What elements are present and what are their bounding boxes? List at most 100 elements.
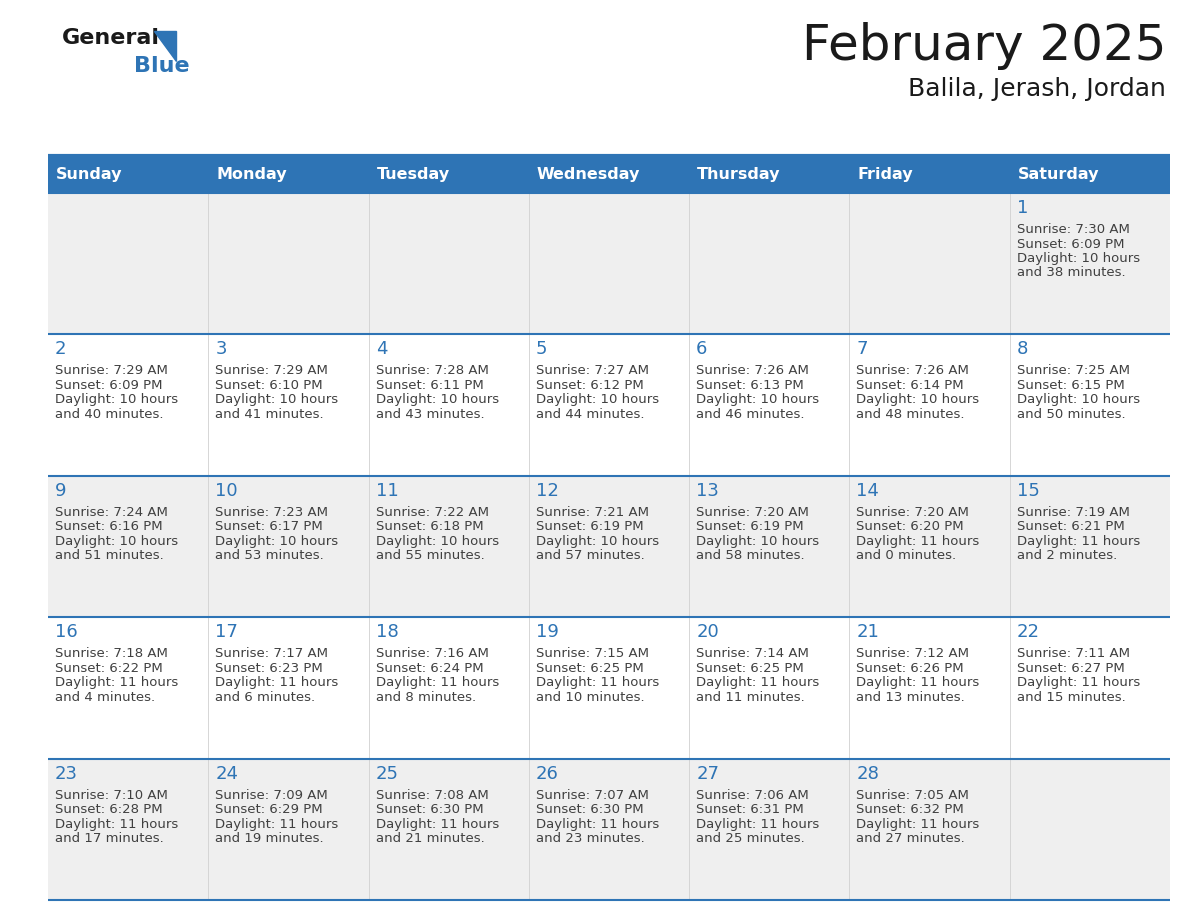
Text: and 4 minutes.: and 4 minutes.	[55, 690, 156, 704]
Text: Sunrise: 7:19 AM: Sunrise: 7:19 AM	[1017, 506, 1130, 519]
Text: February 2025: February 2025	[802, 22, 1165, 70]
Text: and 23 minutes.: and 23 minutes.	[536, 832, 645, 845]
Text: Sunset: 6:30 PM: Sunset: 6:30 PM	[536, 803, 644, 816]
Text: Sunrise: 7:18 AM: Sunrise: 7:18 AM	[55, 647, 168, 660]
Text: Sunrise: 7:21 AM: Sunrise: 7:21 AM	[536, 506, 649, 519]
Text: 19: 19	[536, 623, 558, 641]
Text: Daylight: 10 hours: Daylight: 10 hours	[55, 535, 178, 548]
Text: Saturday: Saturday	[1018, 166, 1099, 182]
Text: Daylight: 11 hours: Daylight: 11 hours	[215, 677, 339, 689]
Text: Wednesday: Wednesday	[537, 166, 640, 182]
Text: Sunrise: 7:07 AM: Sunrise: 7:07 AM	[536, 789, 649, 801]
Text: and 43 minutes.: and 43 minutes.	[375, 408, 485, 420]
Text: Sunrise: 7:27 AM: Sunrise: 7:27 AM	[536, 364, 649, 377]
Text: 11: 11	[375, 482, 398, 499]
Text: Daylight: 11 hours: Daylight: 11 hours	[696, 677, 820, 689]
Text: 18: 18	[375, 623, 398, 641]
Text: Daylight: 11 hours: Daylight: 11 hours	[55, 818, 178, 831]
Text: 27: 27	[696, 765, 719, 783]
Text: Sunrise: 7:22 AM: Sunrise: 7:22 AM	[375, 506, 488, 519]
Text: Sunset: 6:29 PM: Sunset: 6:29 PM	[215, 803, 323, 816]
Text: 12: 12	[536, 482, 558, 499]
Text: and 11 minutes.: and 11 minutes.	[696, 690, 805, 704]
Text: Sunrise: 7:26 AM: Sunrise: 7:26 AM	[857, 364, 969, 377]
Text: Sunrise: 7:09 AM: Sunrise: 7:09 AM	[215, 789, 328, 801]
Text: and 13 minutes.: and 13 minutes.	[857, 690, 965, 704]
Text: 15: 15	[1017, 482, 1040, 499]
Text: and 38 minutes.: and 38 minutes.	[1017, 266, 1125, 279]
Text: Sunset: 6:18 PM: Sunset: 6:18 PM	[375, 521, 484, 533]
Text: and 6 minutes.: and 6 minutes.	[215, 690, 315, 704]
Text: Sunrise: 7:16 AM: Sunrise: 7:16 AM	[375, 647, 488, 660]
Text: Sunset: 6:15 PM: Sunset: 6:15 PM	[1017, 379, 1125, 392]
Text: 3: 3	[215, 341, 227, 358]
Text: Sunset: 6:19 PM: Sunset: 6:19 PM	[696, 521, 804, 533]
Text: Sunset: 6:20 PM: Sunset: 6:20 PM	[857, 521, 963, 533]
Text: Sunrise: 7:30 AM: Sunrise: 7:30 AM	[1017, 223, 1130, 236]
Text: 4: 4	[375, 341, 387, 358]
Text: Sunset: 6:32 PM: Sunset: 6:32 PM	[857, 803, 965, 816]
Text: Sunset: 6:13 PM: Sunset: 6:13 PM	[696, 379, 804, 392]
Text: Sunrise: 7:26 AM: Sunrise: 7:26 AM	[696, 364, 809, 377]
Text: 23: 23	[55, 765, 78, 783]
Text: Daylight: 10 hours: Daylight: 10 hours	[696, 394, 820, 407]
Text: and 51 minutes.: and 51 minutes.	[55, 549, 164, 563]
Text: Sunset: 6:21 PM: Sunset: 6:21 PM	[1017, 521, 1125, 533]
Text: Daylight: 10 hours: Daylight: 10 hours	[696, 535, 820, 548]
Text: and 57 minutes.: and 57 minutes.	[536, 549, 645, 563]
Text: Sunrise: 7:15 AM: Sunrise: 7:15 AM	[536, 647, 649, 660]
Text: and 40 minutes.: and 40 minutes.	[55, 408, 164, 420]
Text: Sunset: 6:31 PM: Sunset: 6:31 PM	[696, 803, 804, 816]
Text: 17: 17	[215, 623, 238, 641]
Text: Sunset: 6:09 PM: Sunset: 6:09 PM	[1017, 238, 1124, 251]
Text: Sunrise: 7:10 AM: Sunrise: 7:10 AM	[55, 789, 168, 801]
Text: and 48 minutes.: and 48 minutes.	[857, 408, 965, 420]
Text: Balila, Jerash, Jordan: Balila, Jerash, Jordan	[908, 77, 1165, 101]
Text: Tuesday: Tuesday	[377, 166, 450, 182]
Text: Sunrise: 7:12 AM: Sunrise: 7:12 AM	[857, 647, 969, 660]
Text: Sunset: 6:11 PM: Sunset: 6:11 PM	[375, 379, 484, 392]
Text: Sunset: 6:12 PM: Sunset: 6:12 PM	[536, 379, 644, 392]
Text: Daylight: 10 hours: Daylight: 10 hours	[536, 394, 659, 407]
Text: Daylight: 10 hours: Daylight: 10 hours	[375, 394, 499, 407]
Text: Daylight: 11 hours: Daylight: 11 hours	[215, 818, 339, 831]
Text: 28: 28	[857, 765, 879, 783]
Text: Sunrise: 7:25 AM: Sunrise: 7:25 AM	[1017, 364, 1130, 377]
Text: Daylight: 11 hours: Daylight: 11 hours	[375, 818, 499, 831]
Text: Daylight: 11 hours: Daylight: 11 hours	[375, 677, 499, 689]
Text: 9: 9	[55, 482, 67, 499]
Text: Sunrise: 7:29 AM: Sunrise: 7:29 AM	[215, 364, 328, 377]
Text: 10: 10	[215, 482, 238, 499]
Text: 14: 14	[857, 482, 879, 499]
Text: Sunset: 6:14 PM: Sunset: 6:14 PM	[857, 379, 963, 392]
Text: Daylight: 11 hours: Daylight: 11 hours	[55, 677, 178, 689]
Text: Sunrise: 7:05 AM: Sunrise: 7:05 AM	[857, 789, 969, 801]
Bar	[48, 193, 1170, 334]
Text: Daylight: 10 hours: Daylight: 10 hours	[536, 535, 659, 548]
Text: 26: 26	[536, 765, 558, 783]
Text: Sunrise: 7:20 AM: Sunrise: 7:20 AM	[857, 506, 969, 519]
Bar	[48, 476, 1170, 617]
Text: Sunset: 6:19 PM: Sunset: 6:19 PM	[536, 521, 644, 533]
Text: and 8 minutes.: and 8 minutes.	[375, 690, 475, 704]
Text: Daylight: 11 hours: Daylight: 11 hours	[1017, 677, 1140, 689]
Text: and 19 minutes.: and 19 minutes.	[215, 832, 324, 845]
Bar	[48, 758, 1170, 900]
Text: Sunset: 6:28 PM: Sunset: 6:28 PM	[55, 803, 163, 816]
Text: Daylight: 11 hours: Daylight: 11 hours	[696, 818, 820, 831]
Text: and 55 minutes.: and 55 minutes.	[375, 549, 485, 563]
Text: Daylight: 10 hours: Daylight: 10 hours	[1017, 252, 1139, 265]
Text: Sunrise: 7:29 AM: Sunrise: 7:29 AM	[55, 364, 168, 377]
Text: Daylight: 10 hours: Daylight: 10 hours	[215, 535, 339, 548]
Text: and 41 minutes.: and 41 minutes.	[215, 408, 324, 420]
Text: and 46 minutes.: and 46 minutes.	[696, 408, 804, 420]
Text: and 50 minutes.: and 50 minutes.	[1017, 408, 1125, 420]
Text: and 10 minutes.: and 10 minutes.	[536, 690, 644, 704]
Text: Sunset: 6:22 PM: Sunset: 6:22 PM	[55, 662, 163, 675]
Text: Sunrise: 7:17 AM: Sunrise: 7:17 AM	[215, 647, 328, 660]
Text: and 58 minutes.: and 58 minutes.	[696, 549, 804, 563]
Text: Daylight: 10 hours: Daylight: 10 hours	[375, 535, 499, 548]
Text: 22: 22	[1017, 623, 1040, 641]
Text: Sunday: Sunday	[56, 166, 122, 182]
Text: Daylight: 11 hours: Daylight: 11 hours	[536, 818, 659, 831]
